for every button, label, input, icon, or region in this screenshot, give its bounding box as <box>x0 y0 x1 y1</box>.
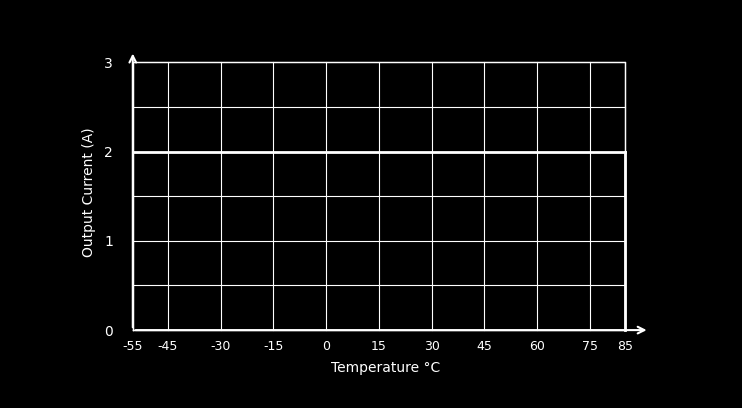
X-axis label: Temperature °C: Temperature °C <box>331 361 441 375</box>
Y-axis label: Output Current (A): Output Current (A) <box>82 127 96 257</box>
